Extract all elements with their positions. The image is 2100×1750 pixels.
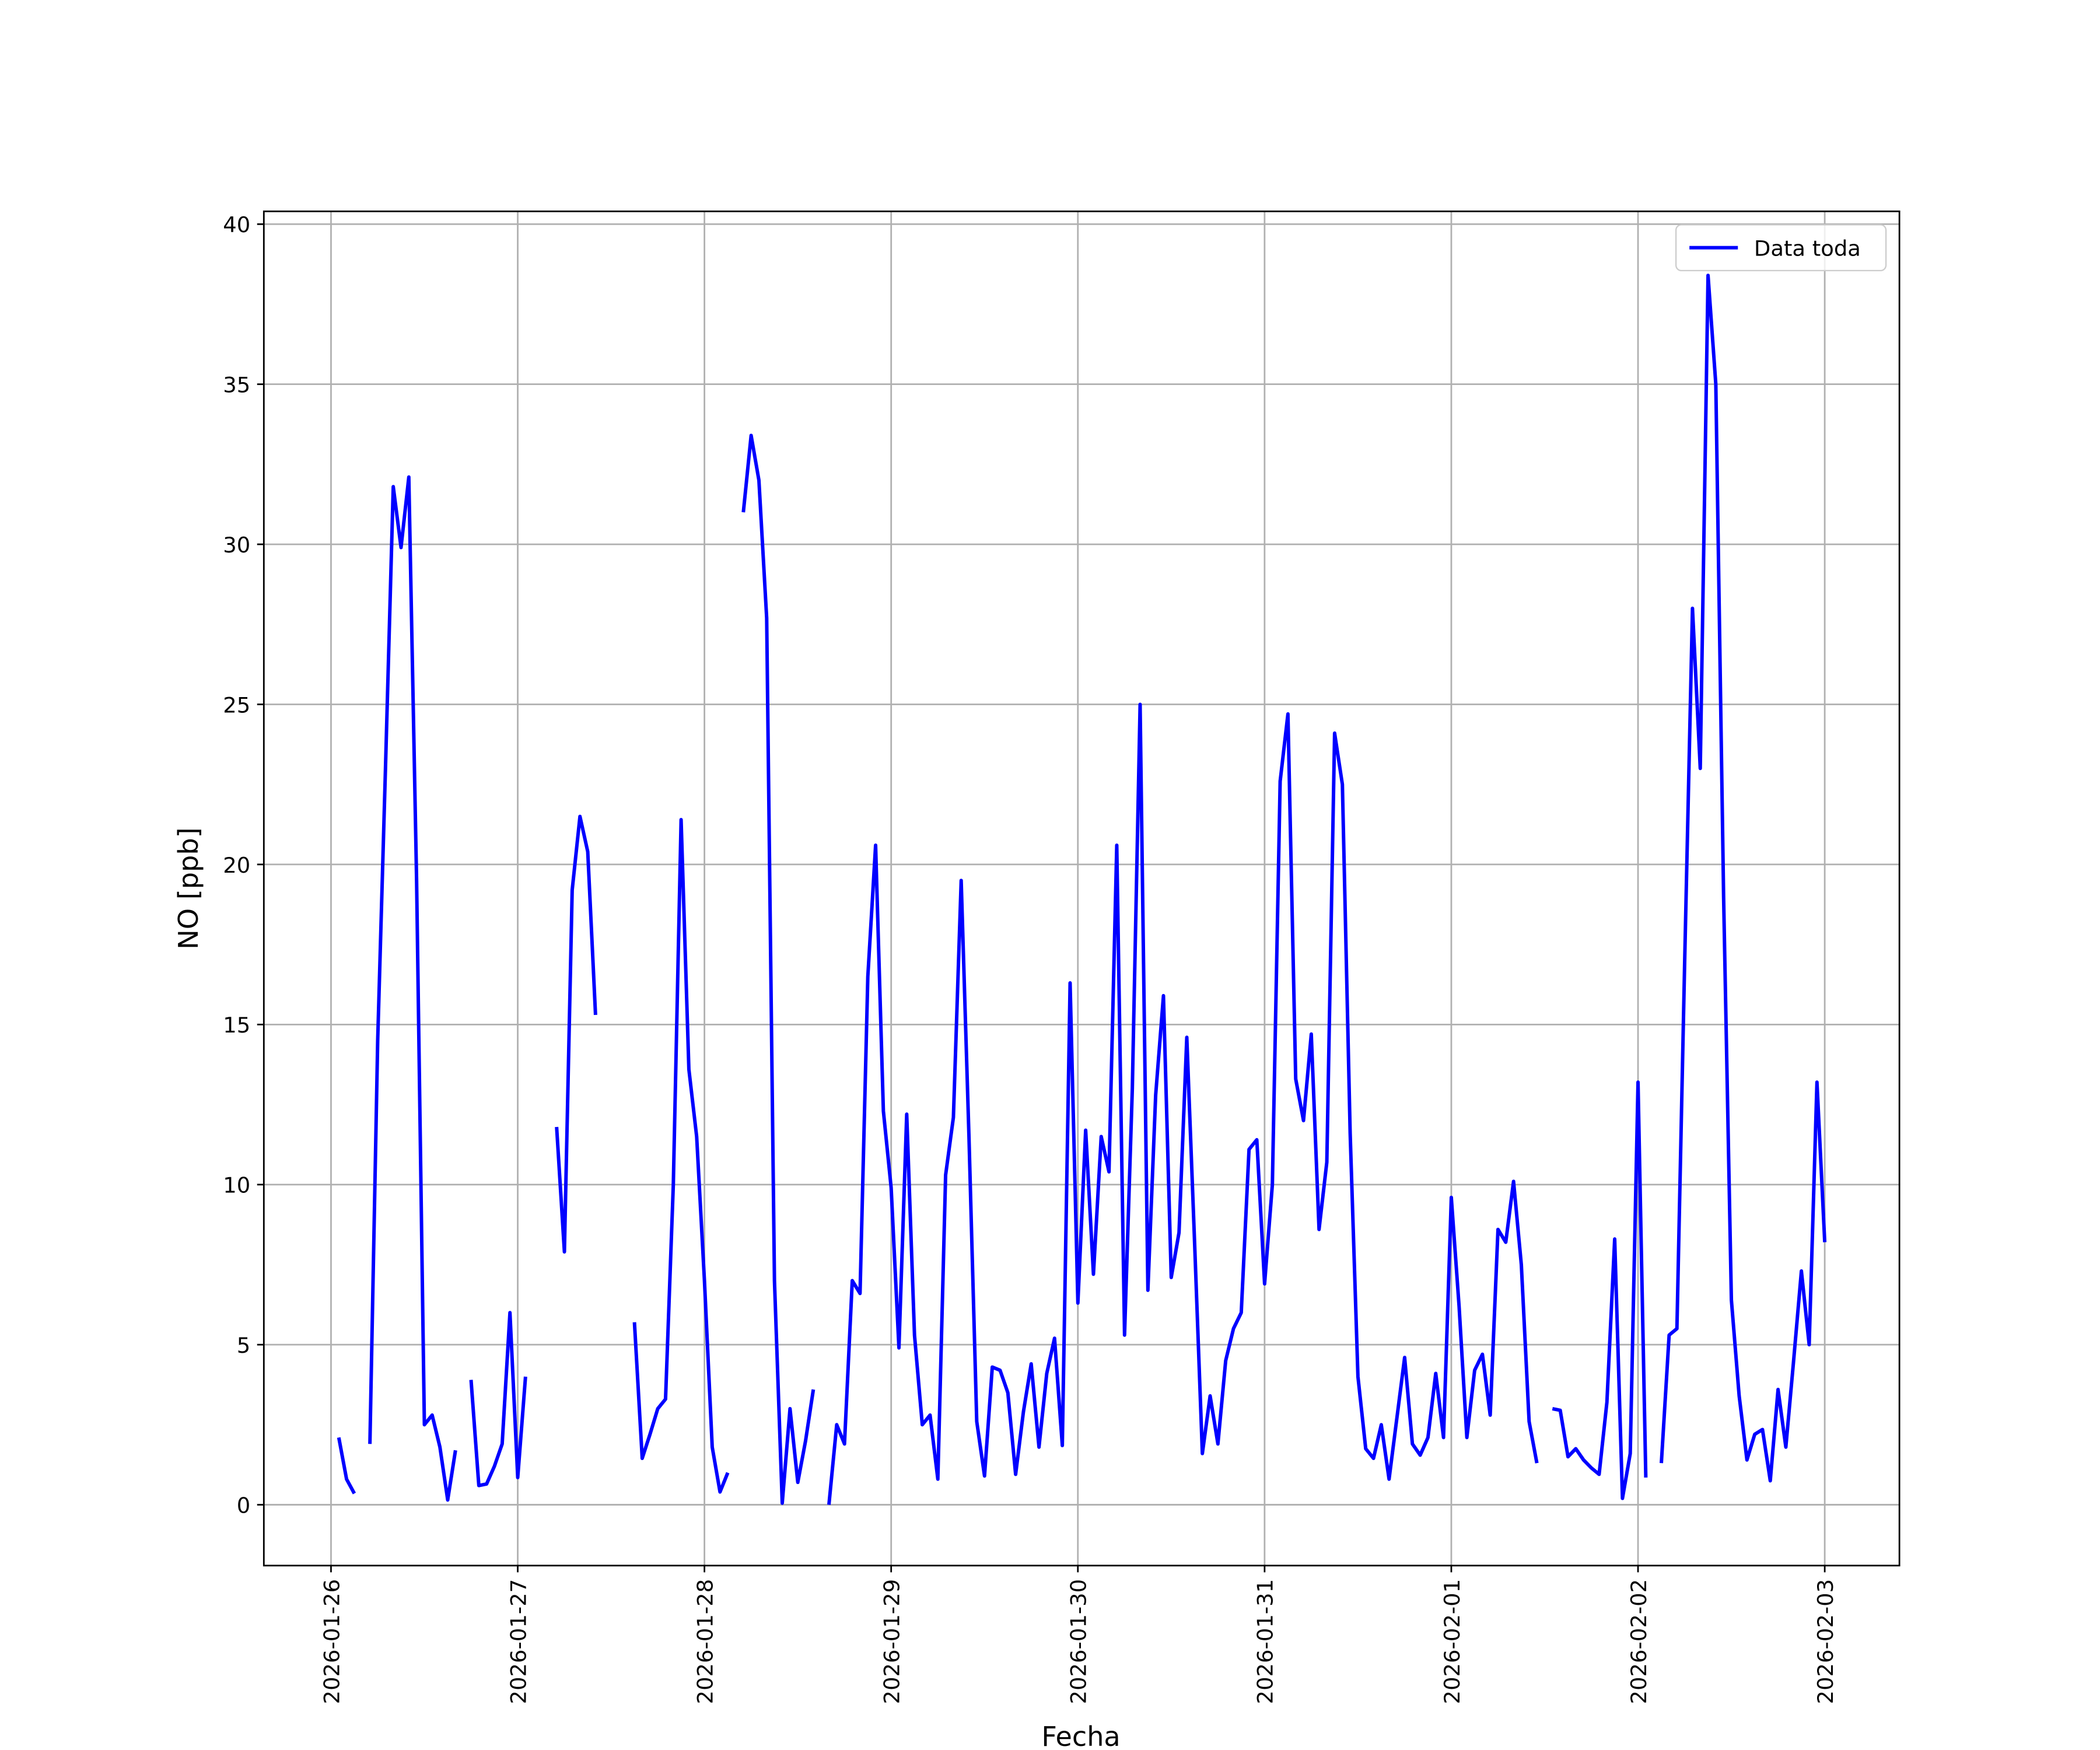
x-tick-label: 2026-02-02 bbox=[1626, 1579, 1651, 1704]
plot-frame bbox=[262, 210, 1901, 1567]
x-tick-label: 2026-01-26 bbox=[319, 1579, 344, 1704]
y-tick-label: 30 bbox=[223, 533, 250, 558]
x-axis-label: Fecha bbox=[1041, 1721, 1120, 1750]
y-tick-label: 40 bbox=[223, 212, 250, 237]
y-tick-label: 25 bbox=[223, 692, 250, 718]
x-tick-label: 2026-01-27 bbox=[506, 1579, 531, 1704]
y-tick-label: 15 bbox=[223, 1013, 250, 1038]
legend-box bbox=[1675, 224, 1887, 271]
legend-label: Data toda bbox=[1754, 236, 1861, 261]
x-tick-label: 2026-01-30 bbox=[1066, 1579, 1091, 1704]
x-tick-label: 2026-01-31 bbox=[1253, 1579, 1278, 1704]
y-tick-label: 35 bbox=[223, 373, 250, 398]
y-tick-label: 10 bbox=[223, 1173, 250, 1198]
x-tick-label: 2026-02-03 bbox=[1813, 1579, 1838, 1704]
x-tick-label: 2026-01-28 bbox=[692, 1579, 718, 1704]
data-line bbox=[337, 274, 1827, 1505]
x-tick-label: 2026-01-29 bbox=[880, 1579, 905, 1704]
y-tick-label: 0 bbox=[237, 1493, 250, 1518]
y-tick-label: 20 bbox=[223, 853, 250, 878]
y-tick-label: 5 bbox=[237, 1333, 250, 1358]
x-tick-label: 2026-02-01 bbox=[1440, 1579, 1465, 1704]
y-axis-label: NO [ppb] bbox=[173, 827, 204, 949]
